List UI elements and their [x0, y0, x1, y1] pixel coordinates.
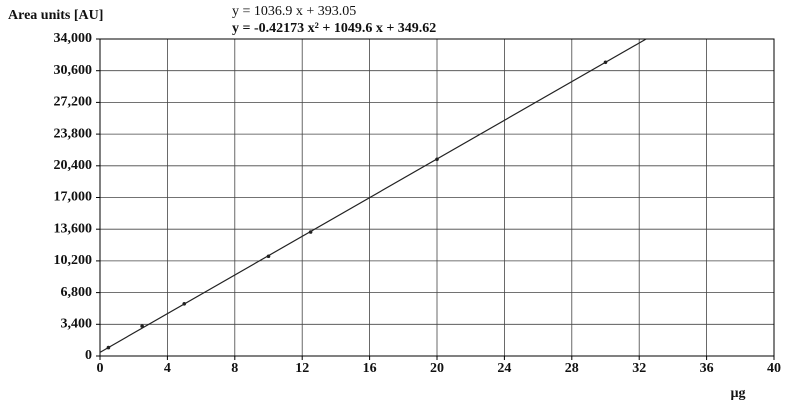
y-tick-label: 34,000 — [54, 31, 93, 46]
y-axis-label: Area units [AU] — [8, 8, 103, 23]
y-tick-label: 0 — [85, 348, 92, 363]
x-tick-label: 28 — [565, 361, 579, 376]
y-tick-label: 6,800 — [61, 285, 93, 300]
equation: y = -0.42173 x² + 1049.6 x + 349.62 — [232, 21, 436, 36]
y-tick-label: 13,600 — [54, 221, 93, 236]
y-tick-label: 20,400 — [54, 158, 93, 173]
x-tick-label: 4 — [164, 361, 171, 376]
x-tick-label: 36 — [700, 361, 714, 376]
x-tick-label: 40 — [767, 361, 781, 376]
x-tick-label: 32 — [632, 361, 646, 376]
equation: y = 1036.9 x + 393.05 — [232, 4, 356, 19]
y-tick-label: 10,200 — [54, 253, 93, 268]
x-axis-label: µg — [730, 386, 745, 401]
x-tick-label: 12 — [295, 361, 309, 376]
x-tick-label: 20 — [430, 361, 444, 376]
chart: Area units [AU] y = 1036.9 x + 393.05 y … — [0, 0, 792, 406]
y-tick-label: 27,200 — [54, 95, 93, 110]
y-tick-label: 23,800 — [54, 126, 93, 141]
page: {"chart_data": {"type": "scatter", "y_la… — [0, 0, 792, 406]
x-tick-label: 8 — [231, 361, 238, 376]
x-tick-label: 24 — [497, 361, 511, 376]
x-tick-label: 16 — [363, 361, 377, 376]
y-tick-label: 17,000 — [54, 190, 93, 205]
fit-line — [100, 39, 646, 352]
x-tick-label: 0 — [97, 361, 104, 376]
y-tick-label: 30,600 — [54, 63, 93, 78]
y-tick-label: 3,400 — [61, 317, 93, 332]
